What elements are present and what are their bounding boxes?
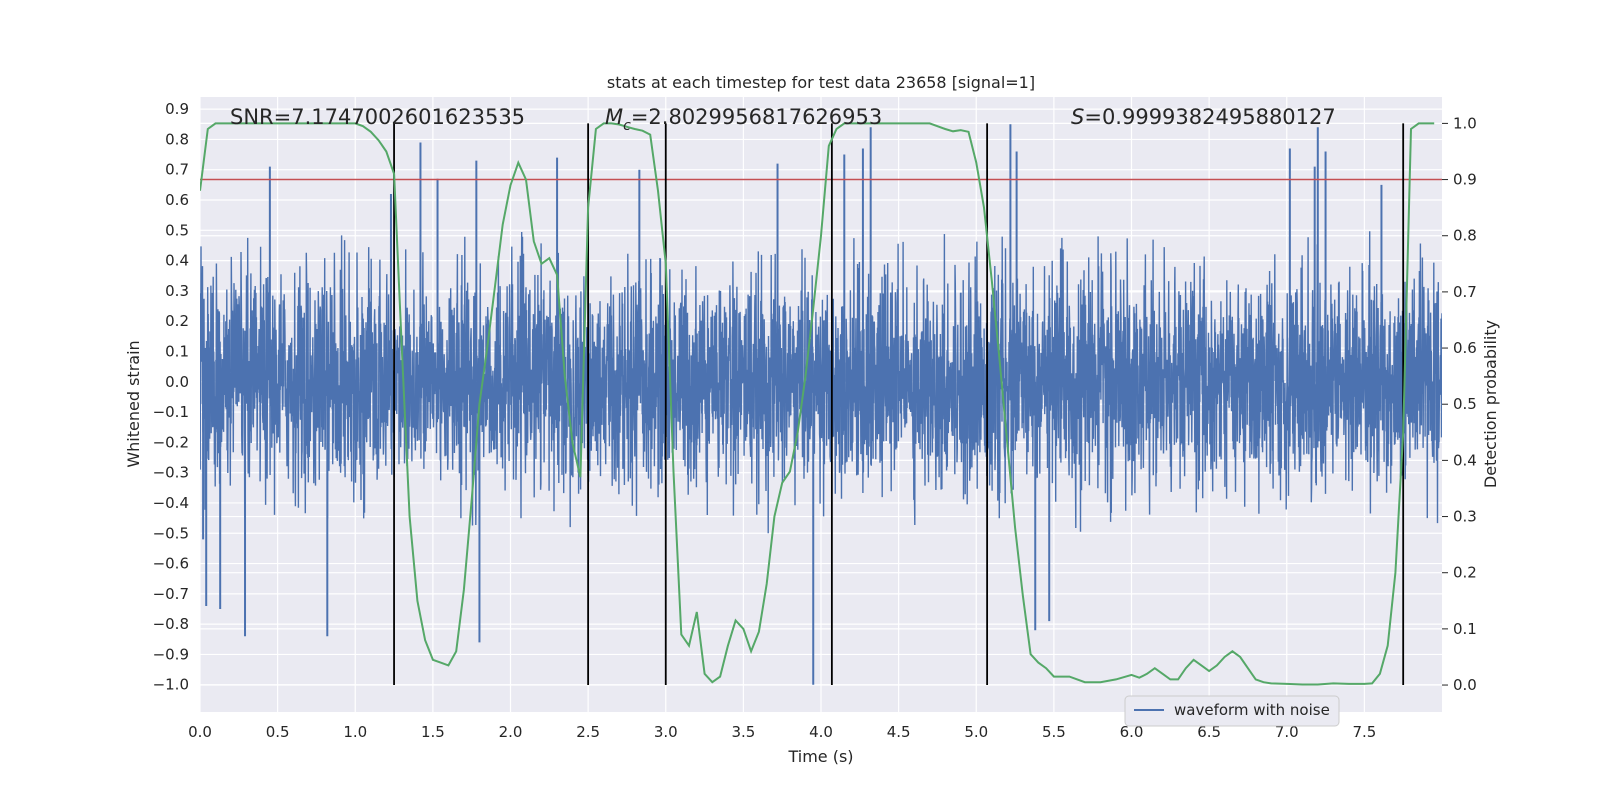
x-tick-label: 0.5: [266, 723, 290, 741]
s-symbol: S: [1071, 105, 1084, 129]
y2-tick-label: 0.0: [1453, 676, 1477, 694]
x-tick-label: 7.5: [1352, 723, 1376, 741]
y2-ticks: 1.0 0.9 0.8 0.7 0.6 0.5 0.4 0.3 0.2 0.1 0.0: [1442, 114, 1477, 694]
y-tick-label: 0.0: [165, 373, 189, 391]
y-tick-label: −0.3: [153, 464, 189, 482]
y2-tick-label: 0.3: [1453, 508, 1477, 526]
y2-tick-label: 0.1: [1453, 620, 1477, 638]
x-tick-label: 1.5: [421, 723, 445, 741]
x-tick-label: 1.0: [343, 723, 367, 741]
x-tick-label: 5.0: [964, 723, 988, 741]
y-tick-label: 0.7: [165, 161, 189, 179]
x-tick-label: 7.0: [1275, 723, 1299, 741]
y-tick-label: −1.0: [153, 676, 189, 694]
legend-box: [1124, 695, 1340, 727]
legend-label: waveform with noise: [1174, 701, 1330, 719]
y-tick-label: 0.6: [165, 191, 189, 209]
s-value: =0.9999382495880127: [1084, 105, 1335, 129]
probability-series: [200, 122, 1435, 686]
x-axis-label: Time (s): [787, 747, 853, 766]
y2-tick-label: 0.7: [1453, 283, 1477, 301]
y-tick-label: −0.9: [153, 645, 189, 663]
x-tick-label: 2.5: [576, 723, 600, 741]
y-tick-label: −0.4: [153, 494, 189, 512]
x-tick-label: 5.5: [1042, 723, 1066, 741]
waveform-spikes: [202, 124, 1383, 685]
x-tick-label: 0.0: [188, 723, 212, 741]
y-tick-label: −0.5: [153, 524, 189, 542]
x-ticks: 0.0 0.5 1.0 1.5 2.0 2.5 3.0 3.5 4.0 4.5 5.0 5.5 6.0 6…: [188, 723, 1376, 741]
x-tick-label: 6.0: [1120, 723, 1144, 741]
x-tick-label: 3.0: [654, 723, 678, 741]
y-ticks: 0.9 0.8 0.7 0.6 0.5 0.4 0.3 0.2 0.1 0.0 −0.1 −0.2 −0…: [153, 100, 189, 694]
boundary-lines: [393, 123, 1405, 686]
s-annotation: S=0.9999382495880127: [1071, 105, 1336, 129]
x-tick-label: 3.5: [731, 723, 755, 741]
y2-tick-label: 0.5: [1453, 395, 1477, 413]
y-tick-label: −0.6: [153, 555, 189, 573]
y-tick-label: 0.2: [165, 312, 189, 330]
y-tick-label: 0.9: [165, 100, 189, 118]
y-tick-label: −0.2: [153, 433, 189, 451]
snr-annotation: SNR=7.1747002601623535: [230, 105, 525, 129]
y2-tick-label: 0.4: [1453, 451, 1477, 469]
chart-title: stats at each timestep for test data 236…: [607, 73, 1035, 92]
y-tick-label: −0.8: [153, 615, 189, 633]
y-axis-label: Whitened strain: [124, 340, 143, 467]
mc-symbol: M: [605, 105, 623, 129]
y-tick-label: 0.5: [165, 221, 189, 239]
y2-tick-label: 0.6: [1453, 339, 1477, 357]
y-tick-label: −0.7: [153, 585, 189, 603]
y2-axis-label: Detection probability: [1481, 320, 1500, 488]
y2-tick-label: 0.8: [1453, 227, 1477, 245]
y2-tick-label: 0.9: [1453, 171, 1477, 189]
plot-content: [200, 122, 1442, 686]
mc-subscript: c: [623, 118, 631, 134]
y-tick-label: −0.1: [153, 403, 189, 421]
x-tick-label: 2.0: [499, 723, 523, 741]
mc-annotation: Mc=2.8029956817626953: [605, 105, 882, 134]
x-tick-label: 6.5: [1197, 723, 1221, 741]
y-tick-label: 0.1: [165, 342, 189, 360]
y-tick-label: 0.4: [165, 252, 189, 270]
legend: waveform with noise: [1124, 695, 1340, 727]
y-tick-label: 0.3: [165, 282, 189, 300]
y2-tick-label: 1.0: [1453, 114, 1477, 132]
mc-value: =2.8029956817626953: [631, 105, 882, 129]
x-tick-label: 4.0: [809, 723, 833, 741]
y-tick-label: 0.8: [165, 130, 189, 148]
y2-tick-label: 0.2: [1453, 564, 1477, 582]
x-tick-label: 4.5: [887, 723, 911, 741]
